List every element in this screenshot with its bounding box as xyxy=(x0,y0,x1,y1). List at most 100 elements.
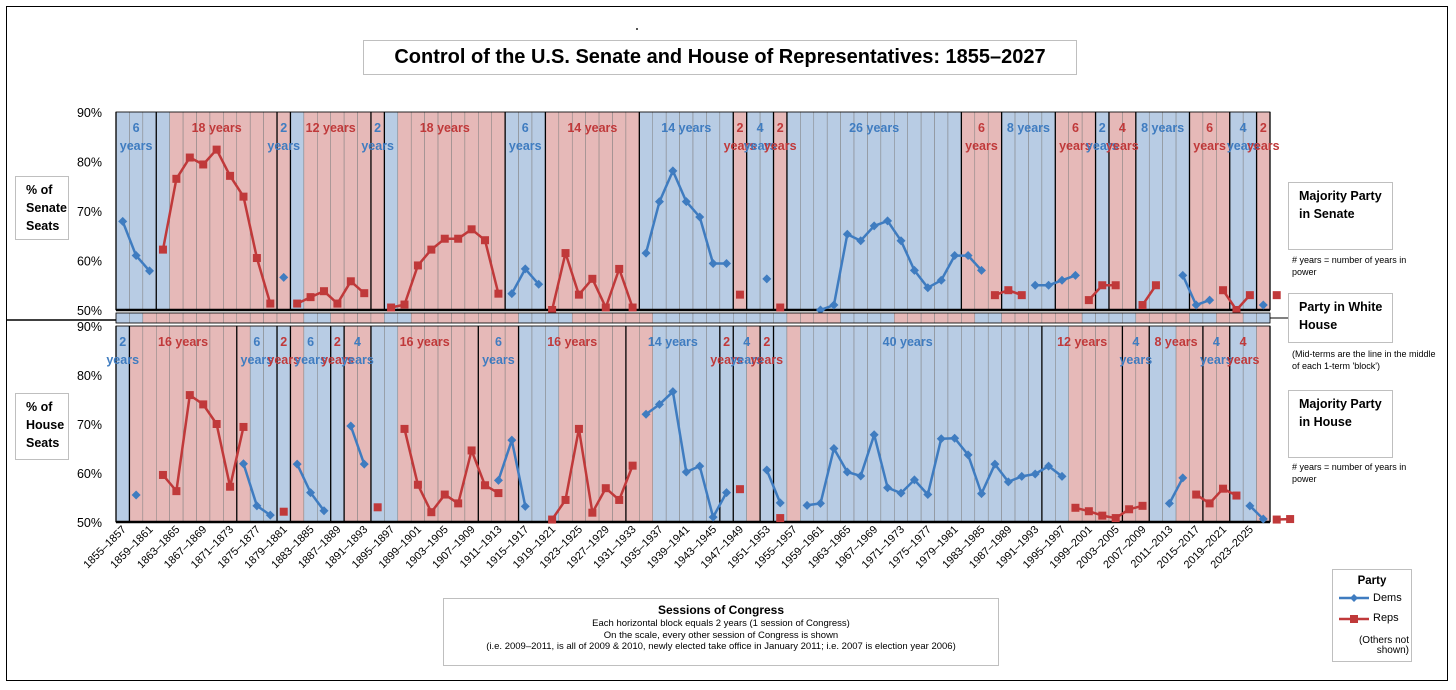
house-span-label: 2 xyxy=(763,335,770,349)
house-reps-point xyxy=(1111,514,1120,523)
house-reps-point xyxy=(1098,511,1107,520)
senate-session-band xyxy=(491,111,506,311)
house-reps-point xyxy=(185,391,194,400)
house-reps-point xyxy=(1272,515,1281,524)
white-house-block xyxy=(692,312,707,324)
white-house-block xyxy=(639,312,653,324)
senate-span-label: 8 years xyxy=(1007,121,1050,135)
house-dems-point xyxy=(1057,471,1067,481)
senate-dems-point xyxy=(507,289,517,299)
senate-span-label: 2 xyxy=(1099,121,1106,135)
house-span-label: years xyxy=(341,353,374,367)
white-house-block xyxy=(156,312,170,324)
house-dems-point xyxy=(842,467,852,477)
house-session-band xyxy=(853,325,868,523)
senate-dems-point xyxy=(1030,280,1040,290)
senate-y-tick-label: 70% xyxy=(77,205,102,219)
house-dems-point xyxy=(131,490,141,500)
house-reps-point xyxy=(199,400,208,409)
senate-session-band xyxy=(249,111,264,311)
senate-reps-point xyxy=(1111,281,1120,290)
senate-span-label: years xyxy=(1059,139,1092,153)
senate-span-label: 2 xyxy=(736,121,743,135)
majority-senate-label: Majority Party in Senate xyxy=(1288,182,1393,250)
senate-reps-point xyxy=(1084,296,1093,305)
sessions-line-2: On the scale, every other session of Con… xyxy=(603,629,839,641)
senate-reps-point xyxy=(615,264,624,273)
house-y-tick-label: 60% xyxy=(77,467,102,481)
house-session-band xyxy=(612,325,627,523)
house-y-tick-label: 70% xyxy=(77,418,102,432)
white-house-block xyxy=(1122,312,1137,324)
white-house-block xyxy=(169,312,184,324)
house-dems-point xyxy=(1003,477,1013,487)
senate-session-band xyxy=(1162,111,1177,311)
senate-span-label: 8 years xyxy=(1141,121,1184,135)
house-dems-point xyxy=(306,488,316,498)
white-house-block xyxy=(290,312,305,324)
white-house-block xyxy=(1189,312,1204,324)
sessions-title: Sessions of Congress xyxy=(657,603,785,617)
senate-dems-point xyxy=(1258,300,1268,310)
house-session-band xyxy=(1081,325,1096,523)
senate-session-band xyxy=(679,111,694,311)
house-reps-point xyxy=(158,470,167,479)
senate-span-label: 12 years xyxy=(306,121,356,135)
house-session-band xyxy=(585,325,600,523)
white-house-block xyxy=(733,312,747,324)
senate-y-tick-label: 80% xyxy=(77,156,102,170)
senate-session-band xyxy=(397,111,412,311)
white-house-block xyxy=(478,312,492,324)
senate-reps-point xyxy=(346,277,355,286)
white-house-block xyxy=(303,312,318,324)
house-dems-point xyxy=(775,498,785,508)
senate-y-tick-label: 90% xyxy=(77,106,102,120)
senate-span-label: years xyxy=(361,139,394,153)
house-session-band xyxy=(451,325,466,523)
senate-session-band xyxy=(652,111,667,311)
house-session-band xyxy=(424,325,439,523)
house-session-band xyxy=(558,325,573,523)
house-dems-point xyxy=(990,459,1000,469)
house-span-label: 6 xyxy=(495,335,502,349)
senate-session-band xyxy=(840,111,855,311)
house-dems-point xyxy=(319,506,329,516)
house-dems-point xyxy=(1164,498,1174,508)
senate-span-label: 14 years xyxy=(661,121,711,135)
senate-span-label: 26 years xyxy=(849,121,899,135)
senate-reps-point xyxy=(199,160,208,169)
white-house-block xyxy=(894,312,908,324)
house-session-band xyxy=(397,325,412,523)
house-reps-point xyxy=(212,420,221,428)
house-span-label: 8 years xyxy=(1155,335,1198,349)
senate-span-label: years xyxy=(1227,139,1260,153)
senate-session-band xyxy=(907,111,922,311)
white-house-block xyxy=(974,312,989,324)
white-house-block xyxy=(947,312,962,324)
senate-dems-point xyxy=(963,251,973,261)
senate-reps-point xyxy=(467,225,476,234)
senate-session-band xyxy=(1028,111,1043,311)
legend-dems-label: Dems xyxy=(1373,592,1402,604)
senate-span-label: 6 xyxy=(978,121,985,135)
house-session-band xyxy=(223,325,238,523)
white-house-block xyxy=(491,312,506,324)
white-house-block xyxy=(987,312,1002,324)
senate-span-label: years xyxy=(744,139,777,153)
house-span-label: years xyxy=(482,353,515,367)
senate-span-label: years xyxy=(509,139,542,153)
white-house-block xyxy=(786,312,801,324)
house-span-label: 2 xyxy=(723,335,730,349)
white-house-block xyxy=(437,312,452,324)
senate-dems-point xyxy=(936,275,946,285)
house-session-band xyxy=(518,325,533,523)
senate-session-band xyxy=(330,111,345,311)
senate-dems-point xyxy=(923,283,933,293)
senate-span-label: 18 years xyxy=(420,121,470,135)
senate-dems-point xyxy=(1205,295,1215,305)
house-reps-point xyxy=(373,503,382,512)
senate-dems-point xyxy=(977,265,986,275)
house-span-label: 6 xyxy=(307,335,314,349)
house-dems-point xyxy=(909,475,919,485)
house-reps-point xyxy=(400,424,409,433)
